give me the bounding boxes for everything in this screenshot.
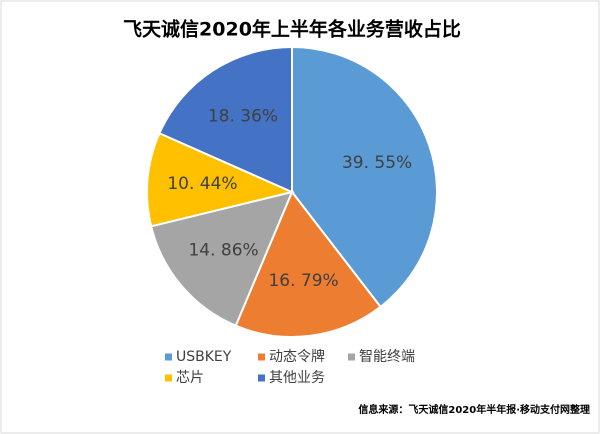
legend-swatch <box>165 353 172 361</box>
pie-slice <box>149 190 294 327</box>
data-label: 14. 86% <box>188 240 258 260</box>
data-label: 10. 44% <box>167 174 237 194</box>
legend-label: 芯片 <box>176 370 204 386</box>
pie-slice <box>291 45 438 309</box>
legend-label: 智能终端 <box>359 349 415 365</box>
legend-swatch <box>258 374 265 382</box>
source-note: 信息来源：飞天诚信2020年半年报·移动支付网整理 <box>358 403 590 416</box>
data-label: 16. 79% <box>268 271 338 291</box>
legend-swatch <box>165 374 172 382</box>
chart-title: 飞天诚信2020年上半年各业务营收占比 <box>123 18 461 41</box>
data-label: 18. 36% <box>208 107 278 127</box>
pie-slice <box>158 45 293 194</box>
legend-label: USBKEY <box>176 349 232 365</box>
pie-slice <box>146 131 296 228</box>
data-label: 39. 55% <box>342 153 412 173</box>
legend-swatch <box>348 353 355 361</box>
legend-label: 其他业务 <box>269 370 325 386</box>
legend-label: 动态令牌 <box>269 348 325 365</box>
pie-slice <box>234 190 382 338</box>
legend-swatch <box>258 353 265 361</box>
